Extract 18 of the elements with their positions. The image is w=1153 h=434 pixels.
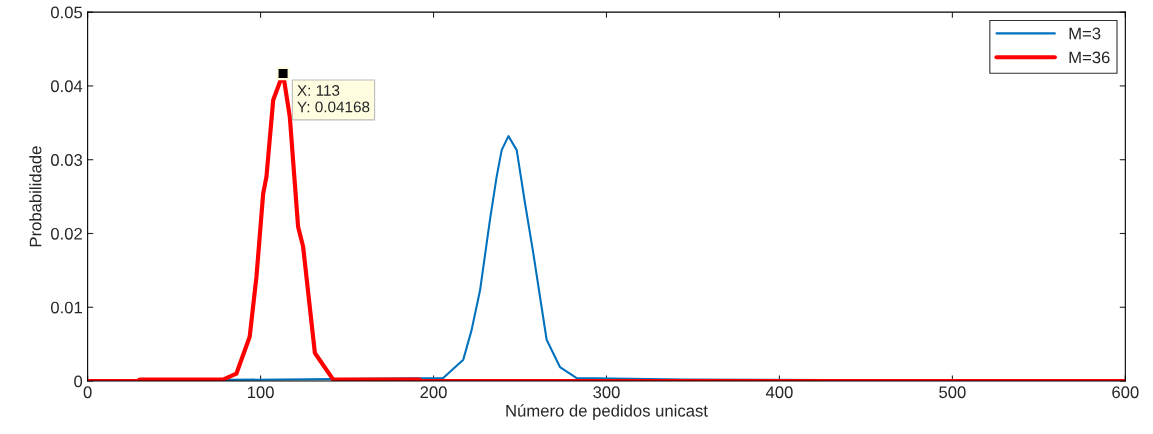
- x-tick-label: 400: [765, 386, 793, 399]
- y-tick-label: 0.02: [50, 227, 82, 240]
- x-tick-label: 300: [593, 386, 620, 399]
- x-tick-label: 100: [247, 386, 274, 399]
- y-tick-label: 0.01: [50, 301, 82, 314]
- x-axis-title: Número de pedidos unicast: [506, 404, 708, 420]
- x-tick-label: 600: [1112, 386, 1139, 399]
- y-tick-label: 0.05: [50, 6, 83, 19]
- y-tick-label: 0.04: [50, 80, 83, 93]
- legend-label: M=36: [1069, 51, 1110, 64]
- y-tick-label: 0.03: [50, 154, 83, 166]
- legend-label: M=3: [1069, 27, 1101, 40]
- y-axis-title: Probabilidade: [29, 146, 42, 247]
- x-tick-label: 0: [83, 386, 92, 399]
- x-tick-label: 500: [939, 386, 966, 399]
- annotation: X: 113 Y: 0.04168: [297, 85, 370, 113]
- x-tick-label: 200: [420, 386, 447, 399]
- y-tick-label: 0: [74, 375, 83, 388]
